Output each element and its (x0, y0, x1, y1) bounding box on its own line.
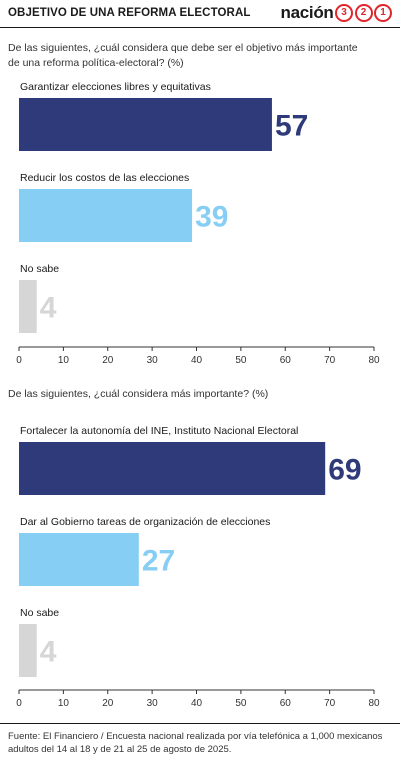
x-tick-label: 60 (280, 698, 292, 709)
x-tick-label: 10 (58, 698, 70, 709)
x-tick-label: 30 (147, 698, 159, 709)
brand-logo: nación 3 2 1 (280, 3, 392, 23)
category-label-fortalecer-la-autonomia-del-ine-institut: Fortalecer la autonomía del INE, Institu… (20, 425, 298, 437)
x-tick-label: 50 (235, 698, 247, 709)
value-label-fortalecer-la-autonomia-del-ine-institut: 69 (328, 454, 361, 487)
x-tick-label: 10 (58, 355, 70, 366)
bar-chart-1: Garantizar elecciones libres y equitativ… (16, 81, 380, 366)
x-tick-label: 30 (147, 355, 159, 366)
brand-digit-2: 2 (354, 4, 373, 22)
category-label-no-sabe: No sabe (20, 607, 59, 619)
x-tick-label: 20 (102, 698, 114, 709)
chart-title: OBJETIVO DE UNA REFORMA ELECTORAL (8, 7, 251, 19)
bar-garantizar-elecciones-libres-y-equitativ (19, 98, 272, 151)
x-tick-label: 40 (191, 698, 203, 709)
x-tick-label: 70 (324, 355, 336, 366)
x-tick-label: 70 (324, 698, 336, 709)
category-label-no-sabe: No sabe (20, 263, 59, 275)
x-tick-label: 20 (102, 355, 114, 366)
question-1: De las siguientes, ¿cuál considera que d… (8, 42, 358, 69)
source-note: Fuente: El Financiero / Encuesta naciona… (8, 731, 383, 755)
bar-no-sabe (19, 280, 37, 333)
brand-digit-3: 1 (374, 4, 392, 22)
bar-dar-al-gobierno-tareas-de-organizacion-d (19, 533, 139, 586)
x-tick-label: 50 (235, 355, 247, 366)
value-label-no-sabe: 4 (40, 292, 57, 325)
header: OBJETIVO DE UNA REFORMA ELECTORAL nación… (0, 0, 400, 28)
category-label-dar-al-gobierno-tareas-de-organizacion-d: Dar al Gobierno tareas de organización d… (20, 516, 270, 528)
x-tick-label: 60 (280, 355, 292, 366)
x-tick-label: 0 (16, 698, 22, 709)
x-tick-label: 80 (368, 355, 380, 366)
footer: Fuente: El Financiero / Encuesta naciona… (0, 723, 400, 755)
x-tick-label: 0 (16, 355, 22, 366)
x-tick-label: 40 (191, 355, 203, 366)
x-tick-label: 80 (368, 698, 380, 709)
bar-chart-2: Fortalecer la autonomía del INE, Institu… (16, 425, 380, 709)
category-label-reducir-los-costos-de-las-elecciones: Reducir los costos de las elecciones (20, 172, 189, 184)
value-label-garantizar-elecciones-libres-y-equitativ: 57 (275, 110, 308, 143)
value-label-reducir-los-costos-de-las-elecciones: 39 (195, 201, 228, 234)
bar-no-sabe (19, 624, 37, 677)
value-label-no-sabe: 4 (40, 636, 57, 669)
bar-reducir-los-costos-de-las-elecciones (19, 189, 193, 242)
question-2: De las siguientes, ¿cuál considera más i… (8, 388, 269, 400)
category-label-garantizar-elecciones-libres-y-equitativ: Garantizar elecciones libres y equitativ… (20, 81, 211, 93)
brand-word: nación (280, 3, 334, 22)
value-label-dar-al-gobierno-tareas-de-organizacion-d: 27 (142, 545, 175, 578)
brand-digit-1: 3 (335, 4, 353, 22)
bar-fortalecer-la-autonomia-del-ine-institut (19, 442, 326, 495)
